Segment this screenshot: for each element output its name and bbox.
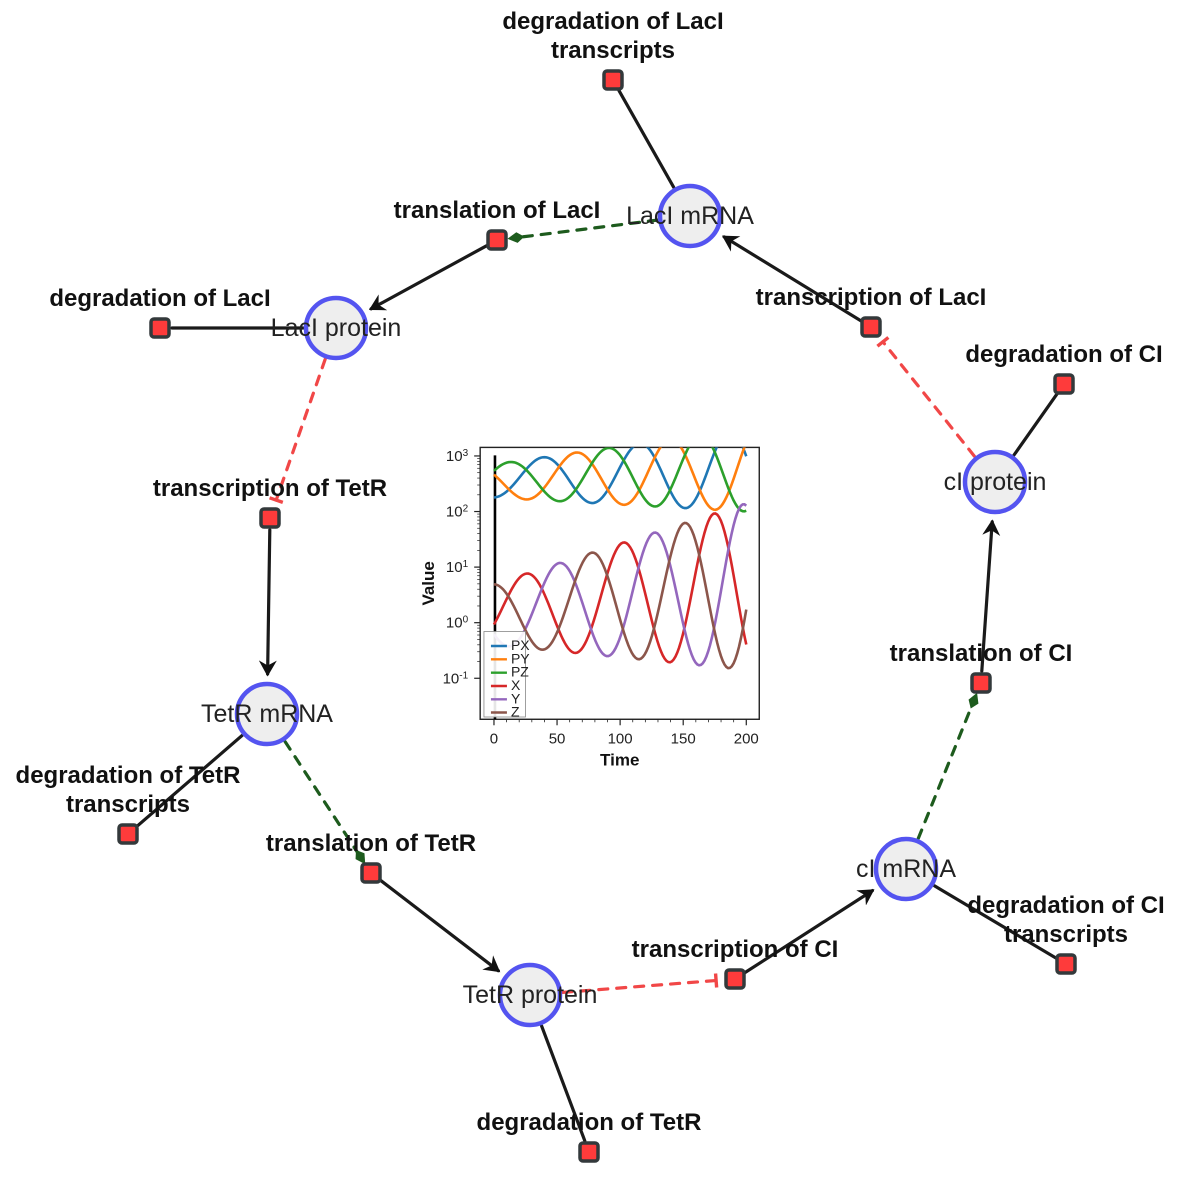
svg-text:LacI protein: LacI protein [271, 314, 402, 342]
svg-text:transcripts: transcripts [551, 37, 675, 64]
svg-text:Value: Value [419, 561, 438, 605]
svg-text:102: 102 [446, 503, 469, 521]
svg-text:degradation of TetR: degradation of TetR [16, 762, 241, 789]
svg-text:100: 100 [608, 730, 633, 747]
svg-text:101: 101 [446, 559, 469, 577]
svg-text:transcription of CI: transcription of CI [632, 936, 839, 963]
svg-text:TetR protein: TetR protein [463, 981, 598, 1009]
svg-text:100: 100 [446, 614, 469, 632]
svg-text:translation of CI: translation of CI [890, 640, 1073, 667]
svg-text:Time: Time [600, 750, 639, 769]
svg-text:transcription of TetR: transcription of TetR [153, 475, 387, 502]
svg-text:200: 200 [734, 730, 759, 747]
svg-text:translation of LacI: translation of LacI [394, 197, 601, 224]
svg-text:TetR mRNA: TetR mRNA [201, 700, 333, 728]
svg-text:0: 0 [490, 730, 498, 747]
svg-text:LacI mRNA: LacI mRNA [626, 202, 754, 230]
svg-text:Z: Z [511, 704, 520, 720]
svg-text:103: 103 [446, 447, 469, 465]
svg-text:cI protein: cI protein [944, 468, 1047, 496]
svg-text:transcripts: transcripts [66, 791, 190, 818]
svg-text:degradation of CI: degradation of CI [965, 341, 1162, 368]
svg-text:cI mRNA: cI mRNA [856, 855, 956, 883]
svg-text:degradation of CI: degradation of CI [967, 892, 1164, 919]
svg-text:translation of TetR: translation of TetR [266, 830, 476, 857]
svg-text:10-1: 10-1 [443, 670, 469, 688]
svg-text:transcripts: transcripts [1004, 921, 1128, 948]
svg-text:degradation of TetR: degradation of TetR [477, 1109, 702, 1136]
svg-text:transcription of LacI: transcription of LacI [756, 284, 987, 311]
svg-text:degradation of LacI: degradation of LacI [49, 285, 270, 312]
svg-text:50: 50 [549, 730, 566, 747]
svg-text:degradation of LacI: degradation of LacI [502, 8, 723, 35]
svg-text:150: 150 [671, 730, 696, 747]
